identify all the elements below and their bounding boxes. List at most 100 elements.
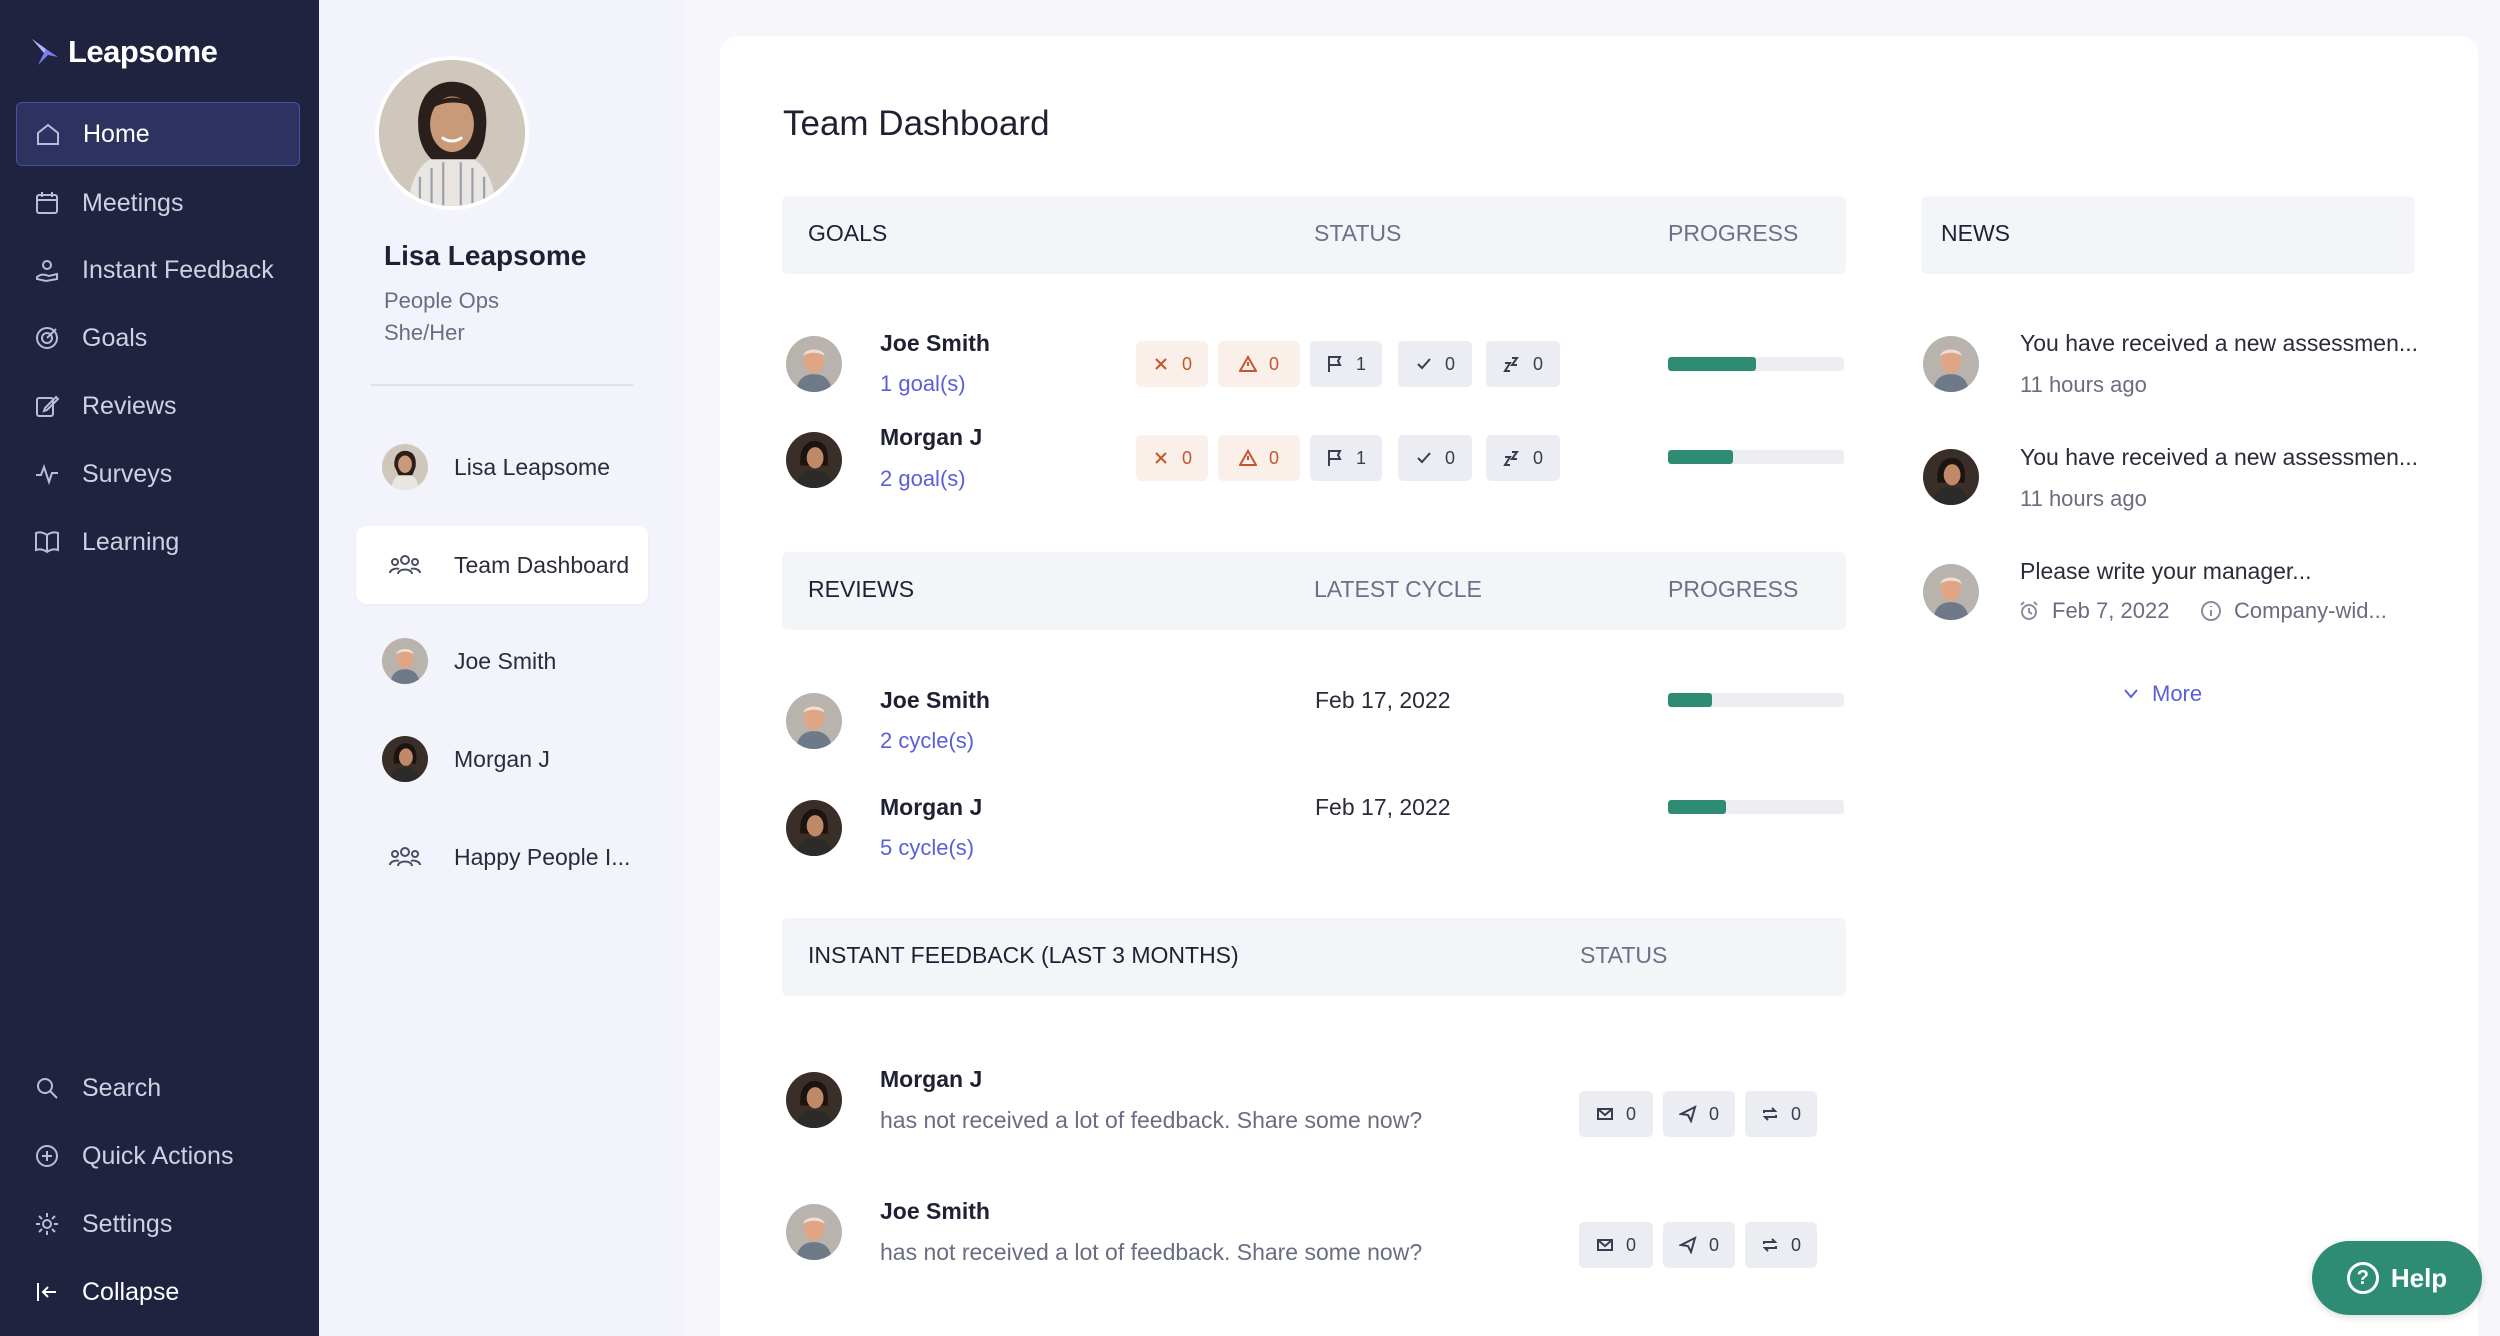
nav-item-label: Learning <box>82 527 180 556</box>
help-icon: ? <box>2346 1262 2379 1294</box>
flag-icon <box>1327 356 1342 372</box>
check-icon <box>1417 358 1431 370</box>
feedback-received-count[interactable]: 0 <box>1579 1091 1653 1137</box>
app-logo[interactable]: Leapsome <box>30 34 218 70</box>
feedback-row-name[interactable]: Joe Smith <box>880 1198 990 1224</box>
warning-icon <box>1238 355 1257 372</box>
nav-item-label: Goals <box>82 323 148 352</box>
avatar <box>382 736 428 782</box>
feedback-status-header: STATUS <box>1580 942 1668 968</box>
nav-item-label: Home <box>83 119 150 148</box>
nav-item-label: Collapse <box>82 1277 180 1306</box>
nav-item-learning[interactable]: Learning <box>16 510 300 574</box>
nav-item-quick-actions[interactable]: Quick Actions <box>16 1124 300 1188</box>
review-latest-cycle: Feb 17, 2022 <box>1315 794 1451 820</box>
progress-fill <box>1668 800 1727 814</box>
review-row-name[interactable]: Joe Smith <box>880 687 990 713</box>
goal-status-done[interactable]: 0 <box>1398 435 1472 481</box>
progress-fill <box>1668 693 1712 707</box>
news-item-text[interactable]: Please write your manager... <box>2020 558 2312 584</box>
news-item-time: 11 hours ago <box>2020 372 2147 397</box>
profile-nav-team-dashboard[interactable]: Team Dashboard <box>356 526 648 604</box>
profile-nav-label: Happy People I... <box>454 843 631 870</box>
avatar <box>786 432 842 488</box>
send-icon <box>1678 1236 1697 1254</box>
help-button[interactable]: ? Help <box>2312 1241 2482 1315</box>
avatar <box>786 693 842 749</box>
page-title: Team Dashboard <box>783 104 1050 143</box>
goal-status-off-track[interactable]: 0 <box>1136 341 1208 387</box>
goal-status-off-track[interactable]: 0 <box>1136 435 1208 481</box>
feedback-requested-count[interactable]: 0 <box>1745 1091 1817 1137</box>
team-icon <box>382 834 428 880</box>
feedback-sent-count[interactable]: 0 <box>1663 1222 1735 1268</box>
alarm-clock-icon <box>2020 601 2038 620</box>
edit-icon <box>34 393 60 419</box>
lisa-portrait <box>379 60 525 206</box>
target-icon <box>34 325 60 351</box>
profile-nav-morgan-j[interactable]: Morgan J <box>356 720 648 798</box>
nav-item-settings[interactable]: Settings <box>16 1192 300 1256</box>
profile-name: Lisa Leapsome <box>384 240 587 271</box>
news-item-scope: Company-wid... <box>2200 598 2387 624</box>
feedback-received-count[interactable]: 0 <box>1579 1222 1653 1268</box>
news-more-link[interactable]: More <box>2124 681 2202 707</box>
goal-status-on-track[interactable]: 1 <box>1310 435 1382 481</box>
goal-row-name[interactable]: Joe Smith <box>880 330 990 356</box>
reviews-progress-header: PROGRESS <box>1668 576 1799 602</box>
sleep-icon <box>1503 451 1519 466</box>
profile-nav-lisa-leapsome[interactable]: Lisa Leapsome <box>356 428 648 506</box>
feedback-hand-icon <box>34 257 60 283</box>
goal-status-at-risk[interactable]: 0 <box>1218 435 1300 481</box>
feedback-row-name[interactable]: Morgan J <box>880 1066 983 1092</box>
review-row-name[interactable]: Morgan J <box>880 794 983 820</box>
goal-status-at-risk[interactable]: 0 <box>1218 341 1300 387</box>
feedback-header: INSTANT FEEDBACK (LAST 3 MONTHS) STATUS <box>782 918 1846 996</box>
profile-nav-happy-people[interactable]: Happy People I... <box>356 818 648 896</box>
nav-item-goals[interactable]: Goals <box>16 306 300 370</box>
progress-fill <box>1668 357 1756 371</box>
pulse-icon <box>34 461 60 487</box>
news-header: NEWS <box>1921 196 2415 274</box>
review-cycles-link[interactable]: 5 cycle(s) <box>880 835 975 860</box>
goal-count-link[interactable]: 1 goal(s) <box>880 371 966 396</box>
news-item-text[interactable]: You have received a new assessmen... <box>2020 444 2419 470</box>
collapse-icon <box>34 1279 60 1305</box>
nav-item-home[interactable]: Home <box>16 102 300 166</box>
close-icon <box>1155 452 1167 464</box>
nav-item-instant-feedback[interactable]: Instant Feedback <box>16 238 300 302</box>
collapse-sidebar-button[interactable]: Collapse <box>16 1260 300 1324</box>
goals-title: GOALS <box>808 220 888 246</box>
reviews-cycle-header: LATEST CYCLE <box>1314 576 1482 602</box>
feedback-requested-count[interactable]: 0 <box>1745 1222 1817 1268</box>
goal-status-on-track[interactable]: 1 <box>1310 341 1382 387</box>
nav-item-label: Surveys <box>82 459 173 488</box>
profile-nav-label: Team Dashboard <box>454 551 630 578</box>
profile-nav-joe-smith[interactable]: Joe Smith <box>356 622 648 700</box>
nav-item-label: Meetings <box>82 188 184 217</box>
goal-status-done[interactable]: 0 <box>1398 341 1472 387</box>
goal-count-link[interactable]: 2 goal(s) <box>880 466 966 491</box>
info-icon <box>2201 601 2221 621</box>
review-cycles-link[interactable]: 2 cycle(s) <box>880 728 975 753</box>
goal-status-paused[interactable]: 0 <box>1486 435 1560 481</box>
chevron-down-icon <box>2124 689 2138 699</box>
goal-row-name[interactable]: Morgan J <box>880 424 983 450</box>
goal-status-paused[interactable]: 0 <box>1486 341 1560 387</box>
nav-item-surveys[interactable]: Surveys <box>16 442 300 506</box>
feedback-sent-count[interactable]: 0 <box>1663 1091 1735 1137</box>
sleep-icon <box>1503 357 1519 372</box>
goals-progress-header: PROGRESS <box>1668 220 1799 246</box>
avatar <box>786 1072 842 1128</box>
gear-icon <box>34 1211 60 1237</box>
profile-nav-label: Lisa Leapsome <box>454 453 610 480</box>
nav-item-reviews[interactable]: Reviews <box>16 374 300 438</box>
nav-item-search[interactable]: Search <box>16 1056 300 1120</box>
profile-panel: Lisa Leapsome People Ops She/Her Lisa Le… <box>319 0 685 1336</box>
profile-nav-label: Morgan J <box>454 745 550 772</box>
goals-header: GOALS STATUS PROGRESS <box>782 196 1846 274</box>
avatar <box>1923 449 1979 505</box>
nav-item-meetings[interactable]: Meetings <box>16 171 300 235</box>
news-item-text[interactable]: You have received a new assessmen... <box>2020 330 2419 356</box>
profile-avatar[interactable] <box>375 56 529 210</box>
